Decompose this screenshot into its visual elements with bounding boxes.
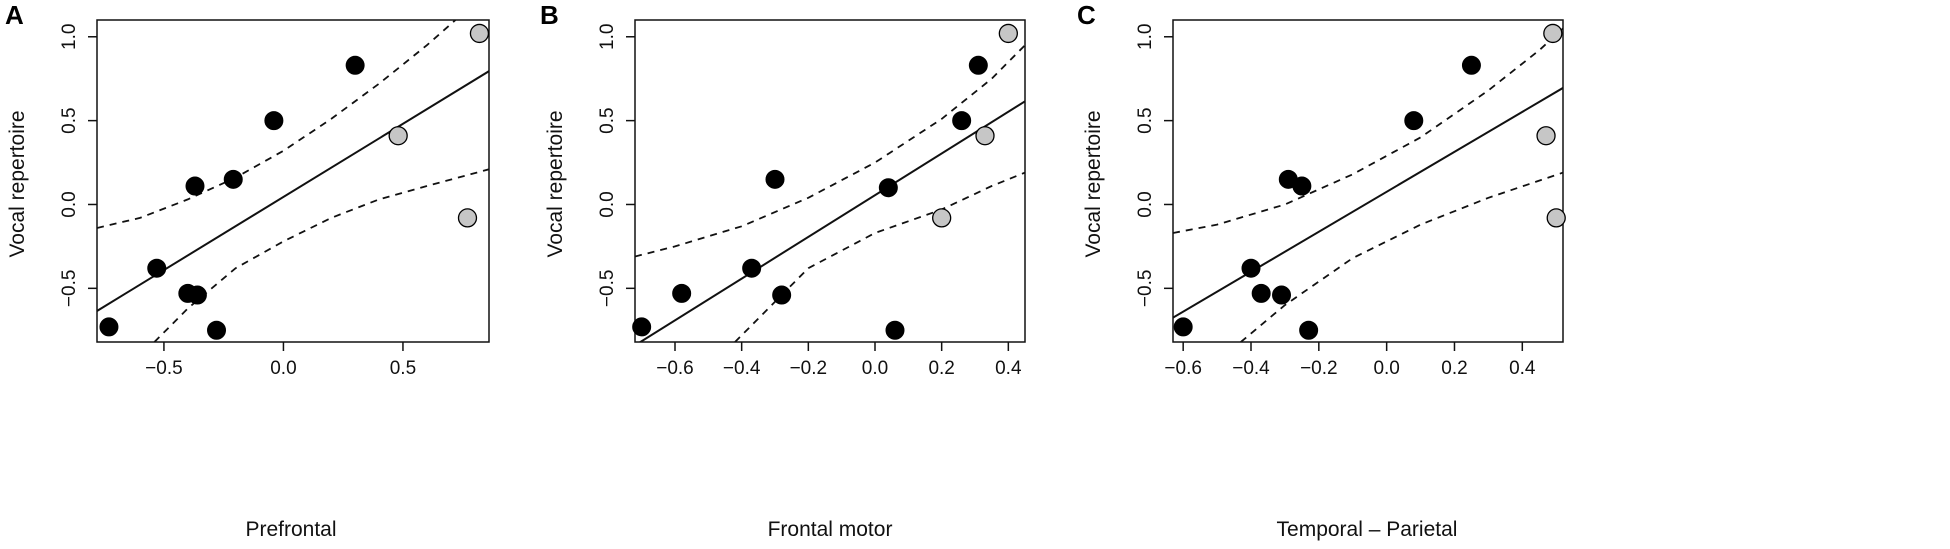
panel-a: A Prefrontal Vocal repertoire −0.5 0.0 0.5… bbox=[5, 0, 490, 541]
data-point-gray bbox=[1536, 126, 1556, 146]
plot-area bbox=[1173, 27, 1563, 342]
data-point-black bbox=[1292, 176, 1312, 196]
y-axis-label: Vocal repertoire bbox=[6, 110, 29, 257]
data-point-black bbox=[742, 258, 762, 278]
data-point-black bbox=[345, 55, 365, 75]
data-point-black bbox=[1173, 317, 1193, 337]
ci-lower-line bbox=[734, 171, 1025, 342]
y-tick-label: 0.0 bbox=[59, 191, 80, 217]
data-point-black bbox=[207, 320, 227, 340]
data-point-gray bbox=[1543, 23, 1563, 44]
data-point-black bbox=[878, 178, 898, 198]
data-point-black bbox=[99, 317, 119, 337]
x-tick-label: 0.0 bbox=[862, 358, 888, 379]
x-tick-label: 0.2 bbox=[1441, 358, 1467, 379]
regression-line bbox=[638, 100, 1025, 342]
data-point-black bbox=[765, 169, 785, 189]
data-point-gray bbox=[998, 23, 1018, 44]
data-point-black bbox=[632, 317, 652, 337]
plot-frame bbox=[1172, 19, 1564, 343]
data-point-black bbox=[187, 285, 207, 305]
x-tick-label: −0.4 bbox=[723, 358, 761, 379]
plot-area bbox=[97, 20, 489, 342]
data-point-black bbox=[147, 258, 167, 278]
x-tick-label: 0.0 bbox=[270, 358, 296, 379]
data-point-black bbox=[1241, 258, 1261, 278]
data-point-black bbox=[185, 176, 205, 196]
ci-lower-line bbox=[153, 168, 489, 342]
y-axis-label: Vocal repertoire bbox=[1082, 110, 1105, 257]
x-tick-label: 0.4 bbox=[995, 358, 1022, 379]
x-tick-label: −0.2 bbox=[1300, 358, 1338, 379]
x-axis-label: Prefrontal bbox=[245, 518, 336, 541]
data-point-gray bbox=[1546, 208, 1566, 228]
data-point-black bbox=[264, 111, 284, 131]
ci-lower-line bbox=[1240, 171, 1563, 342]
panel-b: B Frontal motor Vocal repertoire −0.6 −0.… bbox=[540, 0, 1026, 541]
y-tick-label: 1.0 bbox=[59, 24, 80, 50]
x-tick-label: −0.4 bbox=[1232, 358, 1270, 379]
regression-line bbox=[1173, 87, 1563, 319]
data-point-black bbox=[672, 283, 692, 303]
y-tick-label: 0.5 bbox=[1135, 107, 1156, 133]
y-tick-label: −0.5 bbox=[59, 270, 80, 308]
y-tick-label: 1.0 bbox=[1135, 24, 1156, 50]
x-tick-label: −0.6 bbox=[656, 358, 694, 379]
x-tick-label: −0.2 bbox=[790, 358, 828, 379]
data-point-black bbox=[1404, 111, 1424, 131]
data-point-black bbox=[968, 55, 988, 75]
y-tick-label: 0.0 bbox=[1135, 191, 1156, 217]
panel-letter: A bbox=[5, 0, 24, 30]
y-tick-label: 0.5 bbox=[59, 107, 80, 133]
x-tick-label: 0.0 bbox=[1373, 358, 1399, 379]
y-tick-label: 1.0 bbox=[597, 24, 618, 50]
x-tick-label: 0.5 bbox=[390, 358, 416, 379]
data-point-gray bbox=[469, 23, 490, 44]
data-point-black bbox=[223, 169, 243, 189]
panel-letter: B bbox=[540, 0, 559, 30]
panel-c: C Temporal – Parietal Vocal repertoire −… bbox=[1077, 0, 1566, 541]
plot-frame bbox=[634, 19, 1026, 343]
x-tick-label: 0.2 bbox=[928, 358, 954, 379]
x-tick-label: −0.5 bbox=[145, 358, 183, 379]
data-point-black bbox=[952, 111, 972, 131]
panel-letter: C bbox=[1077, 0, 1096, 30]
ci-upper-line bbox=[1173, 27, 1563, 234]
y-tick-label: 0.0 bbox=[597, 191, 618, 217]
y-axis-label: Vocal repertoire bbox=[544, 110, 567, 257]
data-point-black bbox=[885, 320, 905, 340]
y-tick-label: −0.5 bbox=[597, 270, 618, 308]
data-point-gray bbox=[975, 126, 995, 146]
data-point-black bbox=[1461, 55, 1481, 75]
data-point-gray bbox=[457, 208, 478, 228]
y-tick-label: 0.5 bbox=[597, 107, 618, 133]
plot-area bbox=[635, 44, 1025, 342]
data-point-black bbox=[1272, 285, 1292, 305]
x-axis-label: Temporal – Parietal bbox=[1277, 518, 1458, 541]
data-point-black bbox=[772, 285, 792, 305]
data-point-black bbox=[1251, 283, 1271, 303]
y-tick-label: −0.5 bbox=[1135, 270, 1156, 308]
x-tick-label: 0.4 bbox=[1509, 358, 1536, 379]
data-point-gray bbox=[932, 208, 952, 228]
x-tick-label: −0.6 bbox=[1164, 358, 1202, 379]
ci-upper-line bbox=[635, 44, 1025, 258]
plot-frame bbox=[96, 19, 490, 343]
data-point-black bbox=[1299, 320, 1319, 340]
x-axis-label: Frontal motor bbox=[768, 518, 893, 541]
data-point-gray bbox=[388, 126, 408, 146]
